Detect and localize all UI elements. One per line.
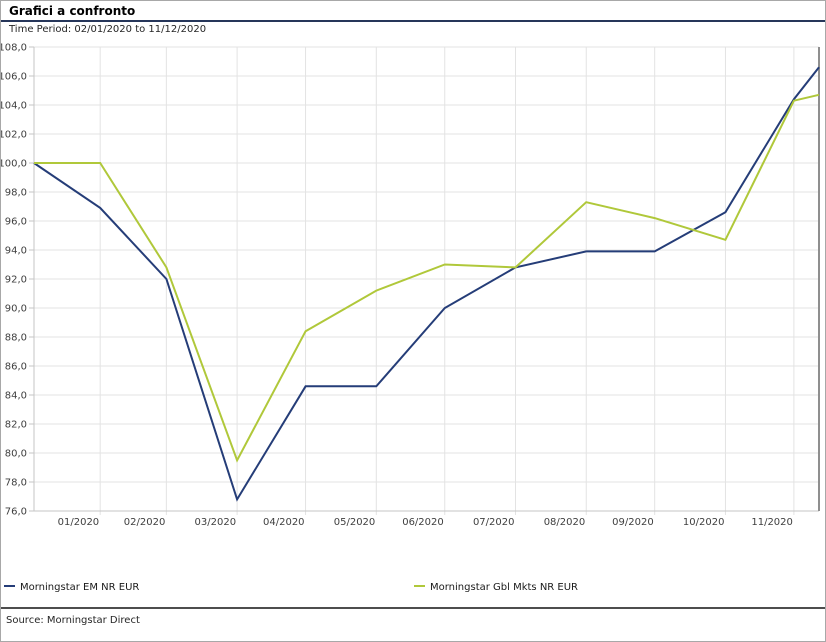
legend-item-em: Morningstar EM NR EUR — [4, 582, 139, 594]
y-tick-label: 90,0 — [5, 304, 27, 315]
x-tick-label: 01/2020 — [58, 517, 100, 528]
x-tick-label: 11/2020 — [751, 517, 793, 528]
page-title: Grafici a confronto — [9, 4, 136, 18]
x-tick-label: 02/2020 — [124, 517, 166, 528]
legend-item-gbl: Morningstar Gbl Mkts NR EUR — [414, 582, 578, 594]
y-tick-label: 104,0 — [1, 101, 27, 112]
x-tick-label: 05/2020 — [334, 517, 376, 528]
y-tick-label: 92,0 — [5, 275, 27, 286]
gbl-line-swatch — [414, 585, 425, 587]
em-line-swatch — [4, 585, 15, 587]
x-tick-label: 04/2020 — [263, 517, 305, 528]
time-period-label: Time Period: 02/01/2020 to 11/12/2020 — [9, 24, 207, 35]
legend-label-em: Morningstar EM NR EUR — [20, 582, 140, 593]
x-tick-label: 09/2020 — [612, 517, 654, 528]
footer-divider — [1, 607, 825, 609]
y-tick-label: 80,0 — [5, 449, 27, 460]
y-tick-label: 82,0 — [5, 420, 27, 431]
x-tick-label: 07/2020 — [473, 517, 515, 528]
y-tick-label: 88,0 — [5, 333, 27, 344]
legend-label-gbl: Morningstar Gbl Mkts NR EUR — [430, 582, 579, 593]
y-tick-label: 106,0 — [1, 72, 27, 83]
x-tick-label: 06/2020 — [402, 517, 444, 528]
source-label: Source: Morningstar Direct — [6, 615, 140, 626]
y-tick-label: 78,0 — [5, 478, 27, 489]
x-tick-label: 08/2020 — [544, 517, 586, 528]
title-divider — [1, 20, 825, 22]
y-tick-label: 108,0 — [1, 43, 27, 54]
y-tick-label: 96,0 — [5, 217, 27, 228]
y-tick-label: 102,0 — [1, 130, 27, 141]
y-tick-label: 84,0 — [5, 391, 27, 402]
y-tick-label: 98,0 — [5, 188, 27, 199]
comparison-chart: 108,0 106,0 104,0 102,0 100,0 98,0 96,0 94,0 92,… — [1, 43, 820, 528]
y-tick-label: 100,0 — [1, 159, 27, 170]
y-tick-label: 94,0 — [5, 246, 27, 257]
y-tick-label: 86,0 — [5, 362, 27, 373]
series-line-gbl — [34, 93, 820, 463]
series-line-em — [33, 66, 820, 502]
y-tick-label: 76,0 — [5, 507, 27, 518]
x-tick-label: 10/2020 — [683, 517, 725, 528]
x-tick-label: 03/2020 — [195, 517, 237, 528]
